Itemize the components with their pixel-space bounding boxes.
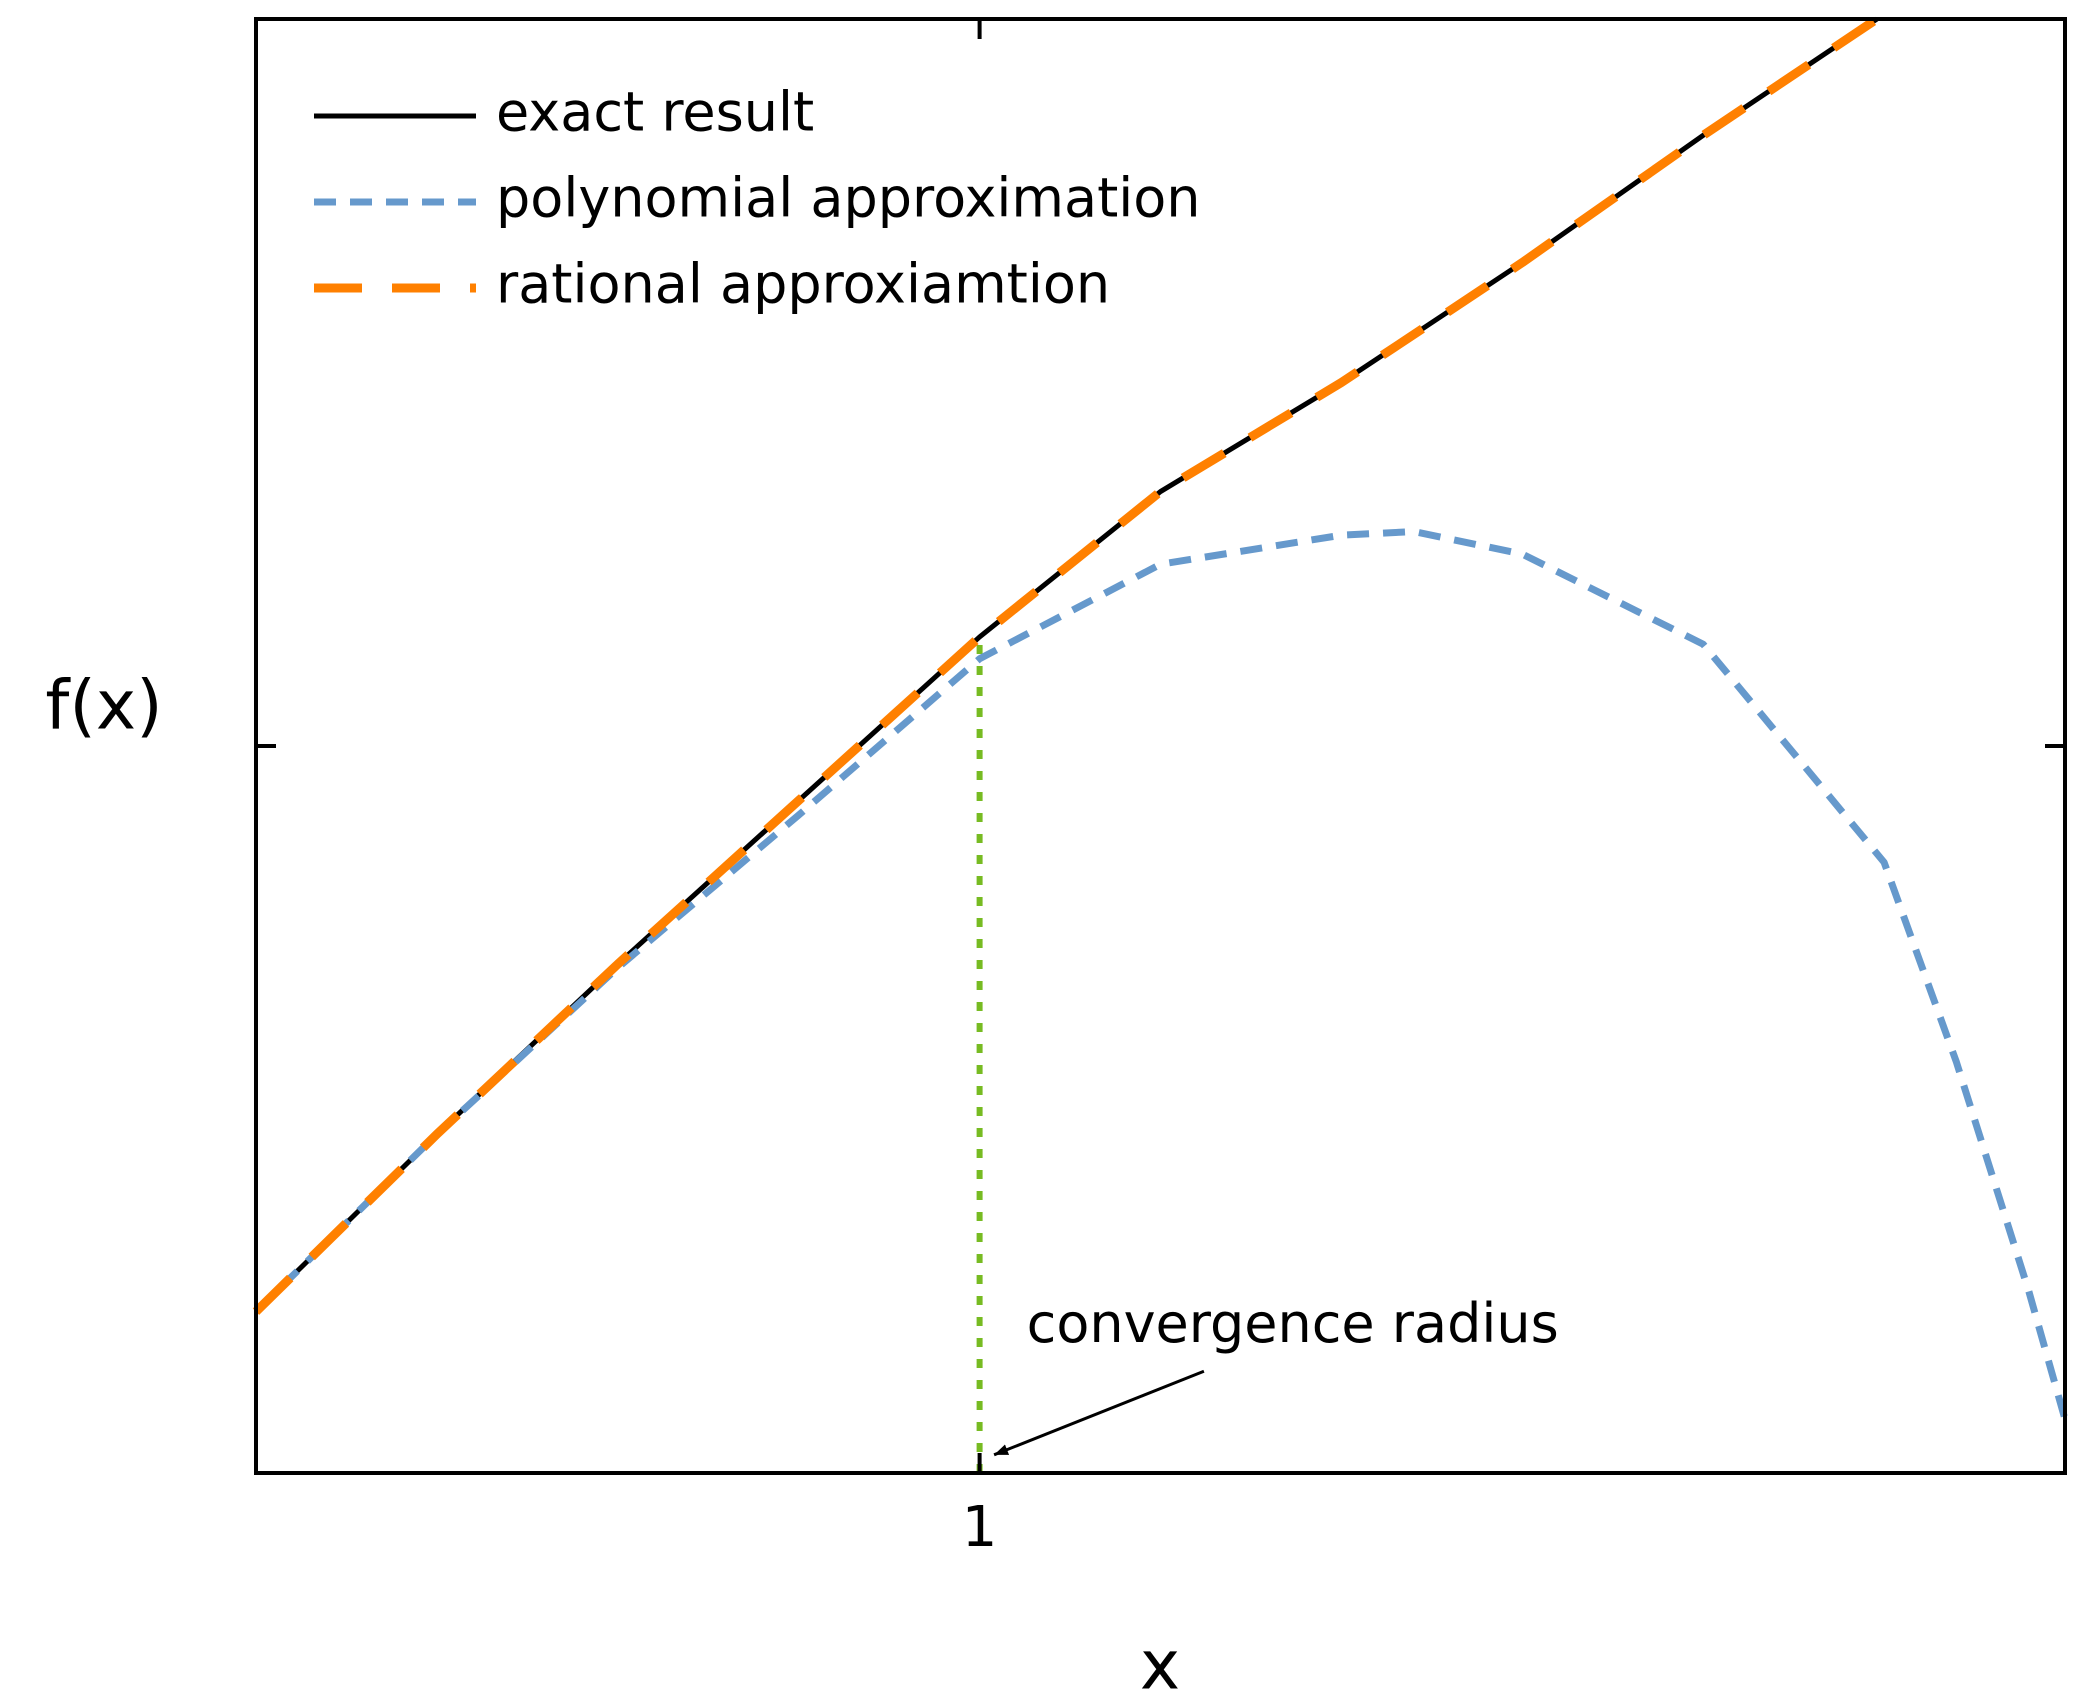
plot-frame xyxy=(254,17,2067,1475)
annotation-text: convergence radius xyxy=(1027,1292,1559,1355)
legend-label: polynomial approximation xyxy=(496,167,1201,230)
annotation-arrow xyxy=(993,1369,1205,1457)
line-series xyxy=(252,15,1880,1315)
y-axis-label: f(x) xyxy=(45,667,162,746)
x-tick-label: 1 xyxy=(962,1495,998,1560)
legend-label: exact result xyxy=(496,81,814,144)
x-axis-label: x xyxy=(1140,1627,1180,1705)
line-series xyxy=(253,528,2069,1421)
legend-label: rational approxiamtion xyxy=(496,253,1110,316)
